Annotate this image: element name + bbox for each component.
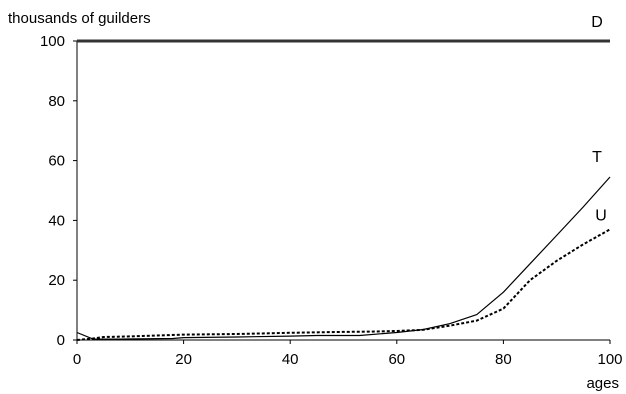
series-line-u (76, 228, 611, 341)
ticks: 0 20 40 60 80 100 0 20 40 60 80 100 (40, 33, 623, 368)
y-tick-label: 0 (57, 332, 65, 349)
x-axis-title: ages (586, 375, 619, 392)
series-label-d: D (591, 14, 603, 31)
series-label-t: T (592, 149, 602, 166)
x-tick-label: 100 (597, 351, 622, 368)
y-tick-label: 20 (48, 272, 65, 289)
axes (76, 41, 610, 341)
y-axis-title: thousands of guilders (8, 10, 151, 27)
series-line-t (76, 176, 611, 340)
series-label-u: U (595, 207, 607, 224)
y-tick-label: 100 (40, 33, 65, 50)
x-tick-label: 60 (388, 351, 405, 368)
y-tick-label: 80 (48, 93, 65, 110)
x-tick-label: 80 (495, 351, 512, 368)
x-tick-label: 0 (73, 351, 81, 368)
x-tick-label: 40 (282, 351, 299, 368)
x-tick-label: 20 (175, 351, 192, 368)
labels: thousands of guilders ages D T U (8, 10, 619, 392)
series-group (76, 39, 611, 341)
y-tick-label: 60 (48, 153, 65, 170)
y-tick-label: 40 (48, 212, 65, 229)
